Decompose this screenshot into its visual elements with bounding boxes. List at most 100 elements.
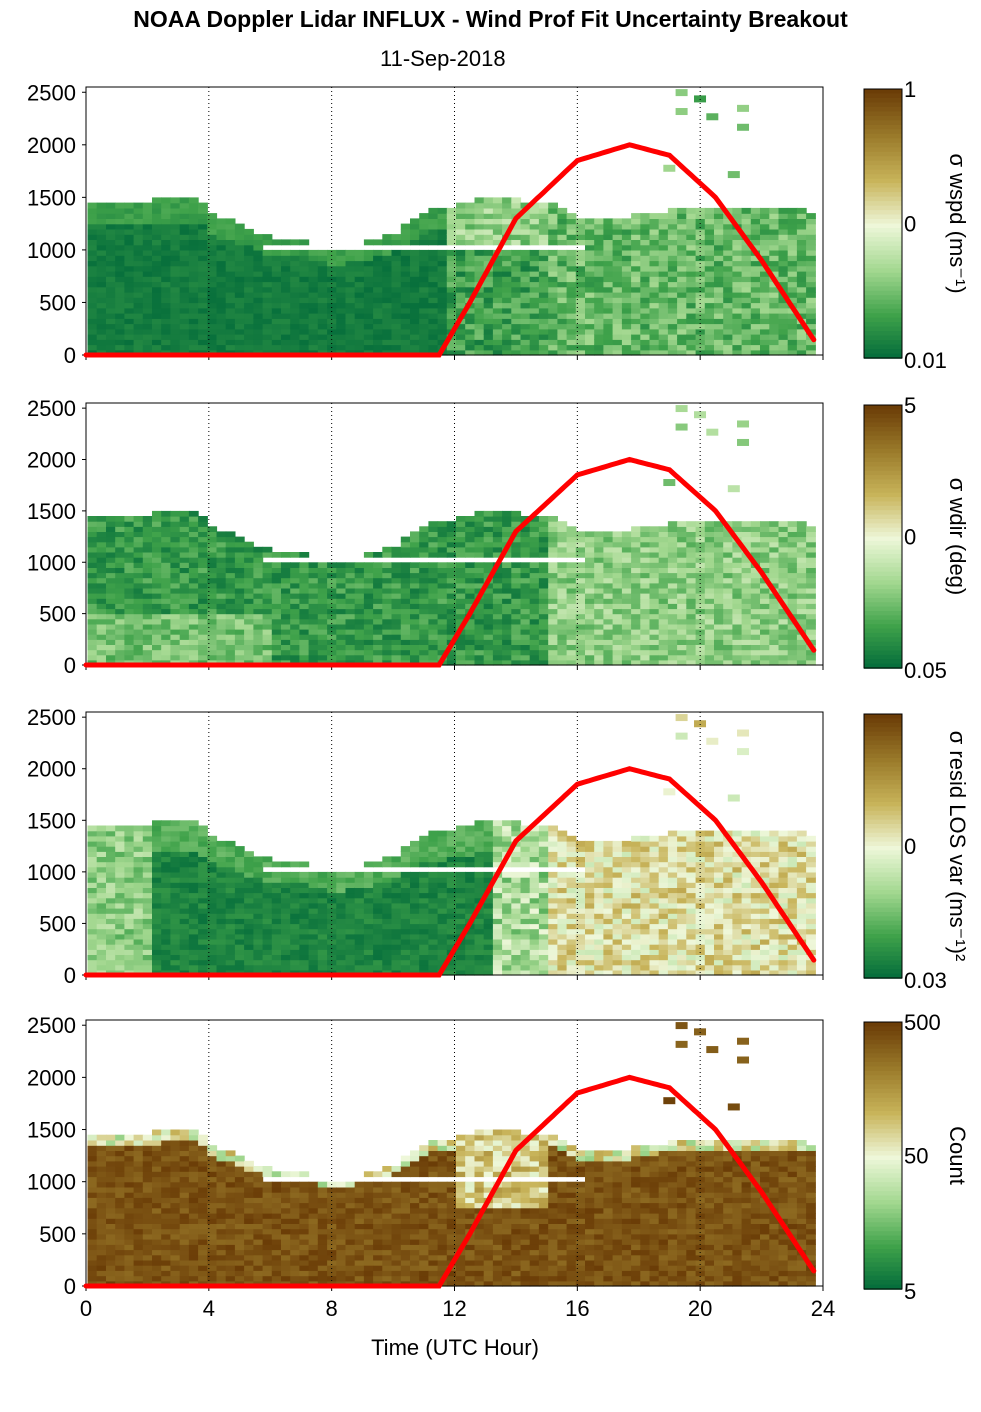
heatmap-cell [437,521,448,527]
heatmap-cell [308,634,319,640]
heatmap-cell [566,297,577,304]
heatmap-cell [106,541,116,548]
heatmap-cell [216,334,227,340]
colorbar-segment [864,646,902,652]
heatmap-cell [737,104,750,112]
heatmap-cell [400,228,411,235]
heatmap-cell [363,270,374,277]
heatmap-cell [234,897,245,904]
heatmap-cell [492,546,503,553]
heatmap-cell [446,526,457,532]
heatmap-cell [474,510,485,517]
heatmap-cell [207,835,218,842]
heatmap-cell [428,577,439,584]
heatmap-cell [760,541,770,548]
heatmap-cell [686,659,697,666]
heatmap-cell [511,286,522,293]
heatmap-cell [796,582,807,589]
heatmap-cell [548,270,558,277]
heatmap-cell [262,877,273,883]
heatmap-cell [548,291,558,298]
heatmap-cell [253,552,264,558]
heatmap-cell [262,572,273,579]
heatmap-cell [806,557,816,563]
heatmap-cell [198,255,208,262]
heatmap-cell [124,521,135,527]
heatmap-cell [778,546,789,553]
heatmap-cell [575,239,586,246]
heatmap-cell [198,521,208,527]
heatmap-cell [106,531,116,538]
heatmap-cell [115,887,125,894]
heatmap-cell [750,659,761,666]
heatmap-cell [207,908,218,914]
heatmap-cell [741,639,752,645]
heatmap-cell [188,207,199,214]
heatmap-cell [594,552,604,558]
heatmap-cell [741,276,752,283]
heatmap-cell [492,207,503,214]
heatmap-cell [133,202,144,209]
heatmap-cell [216,302,227,309]
heatmap-cell [732,313,743,319]
heatmap-cell [760,557,770,563]
heatmap-cell [96,938,107,945]
heatmap-cell [474,276,485,283]
heatmap-cell [566,634,577,640]
heatmap-cell [529,644,540,651]
heatmap-cell [152,902,162,909]
heatmap-cell [244,598,254,604]
heatmap-cell [290,334,300,340]
heatmap-cell [262,959,273,966]
heatmap-cell [658,291,669,298]
heatmap-cell [161,260,171,267]
colorbar-segment [864,142,902,149]
heatmap-cell [732,598,743,604]
heatmap-cell [253,882,264,888]
heatmap-cell [179,197,190,204]
heatmap-cell [152,302,162,309]
heatmap-cell [594,339,604,346]
heatmap-cell [658,639,669,645]
heatmap-cell [456,572,466,579]
heatmap-cell [649,249,660,256]
heatmap-cell [115,959,125,966]
heatmap-cell [234,276,245,283]
heatmap-cell [419,577,429,584]
heatmap-cell [695,562,706,568]
heatmap-cell [796,603,807,610]
heatmap-cell [677,286,687,293]
heatmap-cell [529,328,540,335]
heatmap-cell [225,959,236,966]
heatmap-cell [437,307,448,314]
heatmap-cell [741,249,752,256]
heatmap-cell [133,546,144,553]
heatmap-cell [308,582,319,589]
heatmap-cell [161,877,171,883]
heatmap-cell [106,213,116,219]
heatmap-cell [133,270,144,277]
heatmap-cell [188,536,199,543]
heatmap-cell [253,318,264,325]
heatmap-cell [244,562,254,568]
heatmap-cell [483,516,494,522]
heatmap-cell [732,270,743,277]
heatmap-cell [170,840,181,847]
heatmap-cell [502,249,512,256]
colorbar-segment [864,510,902,516]
heatmap-cell [87,339,98,346]
colorbar-segment [864,536,902,542]
heatmap-cell [723,577,733,584]
heatmap-cell [115,835,125,842]
heatmap-cell [262,654,273,661]
heatmap-cell [621,659,632,666]
heatmap-cell [87,964,98,971]
heatmap-cell [658,318,669,325]
heatmap-cell [474,613,485,620]
heatmap-cell [382,654,393,661]
heatmap-cell [640,344,651,351]
heatmap-cell [281,339,291,346]
heatmap-cell [796,281,807,288]
heatmap-cell [225,577,236,584]
heatmap-cell [161,510,171,517]
